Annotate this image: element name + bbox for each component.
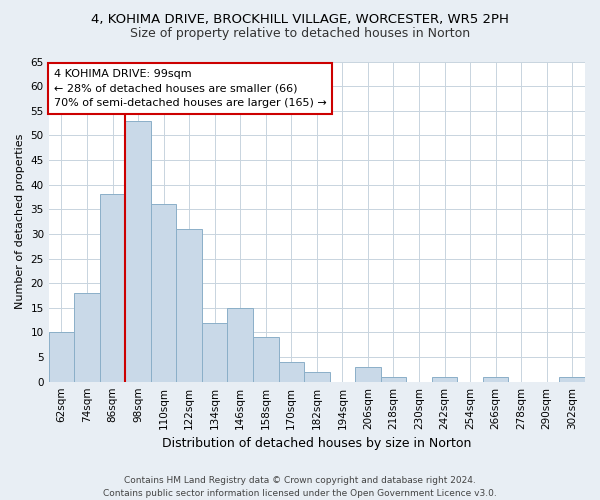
X-axis label: Distribution of detached houses by size in Norton: Distribution of detached houses by size … xyxy=(162,437,472,450)
Bar xyxy=(278,362,304,382)
Bar xyxy=(432,377,457,382)
Bar xyxy=(74,293,100,382)
Bar xyxy=(380,377,406,382)
Y-axis label: Number of detached properties: Number of detached properties xyxy=(15,134,25,310)
Bar xyxy=(559,377,585,382)
Bar xyxy=(483,377,508,382)
Bar xyxy=(202,322,227,382)
Bar xyxy=(125,120,151,382)
Bar xyxy=(176,229,202,382)
Bar xyxy=(151,204,176,382)
Bar xyxy=(253,338,278,382)
Bar xyxy=(227,308,253,382)
Bar xyxy=(100,194,125,382)
Text: 4 KOHIMA DRIVE: 99sqm
← 28% of detached houses are smaller (66)
70% of semi-deta: 4 KOHIMA DRIVE: 99sqm ← 28% of detached … xyxy=(54,69,326,108)
Text: Contains HM Land Registry data © Crown copyright and database right 2024.
Contai: Contains HM Land Registry data © Crown c… xyxy=(103,476,497,498)
Bar xyxy=(304,372,329,382)
Bar xyxy=(355,367,380,382)
Text: 4, KOHIMA DRIVE, BROCKHILL VILLAGE, WORCESTER, WR5 2PH: 4, KOHIMA DRIVE, BROCKHILL VILLAGE, WORC… xyxy=(91,12,509,26)
Bar xyxy=(49,332,74,382)
Text: Size of property relative to detached houses in Norton: Size of property relative to detached ho… xyxy=(130,28,470,40)
